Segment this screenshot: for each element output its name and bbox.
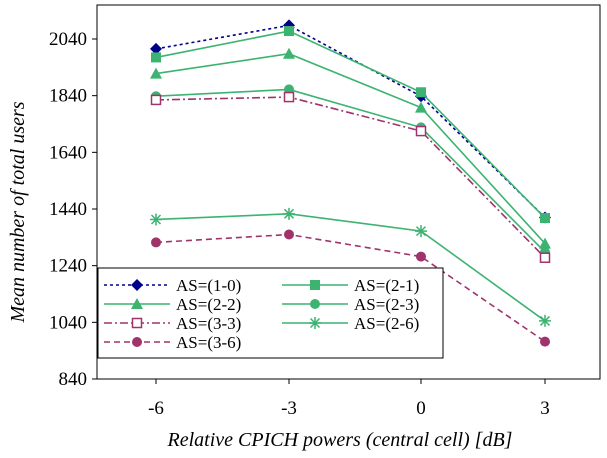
data-point <box>415 225 427 238</box>
data-point <box>151 237 161 248</box>
plot-area <box>96 4 601 380</box>
data-point <box>539 252 551 263</box>
legend-item: AS=(3-6) <box>104 333 241 352</box>
series-layer <box>150 19 551 347</box>
y-tick-label: 2040 <box>49 29 87 50</box>
x-tick-label: 0 <box>416 398 426 419</box>
legend-item: AS=(2-2) <box>104 295 241 314</box>
legend-item: AS=(3-3) <box>104 314 241 333</box>
data-point <box>283 47 295 59</box>
data-point <box>415 101 427 113</box>
legend-item: AS=(2-1) <box>282 276 419 295</box>
data-point <box>539 237 551 249</box>
data-point <box>150 94 162 106</box>
series-AS=(2-2) <box>150 47 551 249</box>
legend-marker <box>310 299 320 309</box>
legend-label: AS=(2-1) <box>354 276 419 295</box>
legend-label: AS=(3-6) <box>176 333 241 352</box>
y-axis-label: Mean number of total users <box>7 101 29 323</box>
legend-item: AS=(2-6) <box>282 314 419 333</box>
data-point <box>416 251 426 262</box>
legend-marker <box>309 317 321 329</box>
legend-item: AS=(1-0) <box>104 276 241 295</box>
series-line <box>155 233 546 343</box>
data-point <box>283 207 295 220</box>
data-point <box>539 314 551 327</box>
plot-frame <box>96 4 601 380</box>
legend-marker <box>131 298 143 309</box>
x-tick-label: -3 <box>281 398 297 419</box>
legend-marker <box>132 337 142 347</box>
legend-label: AS=(2-2) <box>176 295 241 314</box>
y-tick-label: 1240 <box>49 256 87 277</box>
data-point <box>540 336 550 347</box>
series-line <box>155 30 546 219</box>
y-tick-label: 1640 <box>49 142 87 163</box>
series-AS=(3-6) <box>151 229 550 347</box>
x-tick-label: 3 <box>540 398 550 419</box>
data-point <box>415 125 427 137</box>
data-point <box>150 213 162 226</box>
data-point <box>150 67 162 79</box>
legend-label: AS=(2-6) <box>354 314 419 333</box>
x-axis: -6 -3 0 3 <box>148 379 550 419</box>
y-tick-label: 840 <box>59 369 88 390</box>
series-AS=(2-3) <box>151 84 550 258</box>
series-AS=(2-6) <box>150 207 551 327</box>
legend-marker <box>131 317 143 329</box>
series-AS=(2-1) <box>151 26 550 224</box>
series-AS=(3-3) <box>150 91 551 263</box>
data-point <box>283 91 295 103</box>
data-point <box>151 52 161 63</box>
x-axis-label: Relative CPICH powers (central cell) [dB… <box>167 429 513 451</box>
series-line <box>155 96 546 259</box>
legend-label: AS=(1-0) <box>176 276 241 295</box>
series-line <box>155 213 546 322</box>
y-tick-label: 1440 <box>49 199 87 220</box>
legend-label: AS=(3-3) <box>176 314 241 333</box>
legend-item: AS=(2-3) <box>282 295 419 314</box>
data-point <box>284 26 294 37</box>
y-tick-label: 1840 <box>49 86 87 107</box>
series-line <box>155 24 546 219</box>
data-point <box>416 87 426 98</box>
data-point <box>284 229 294 240</box>
legend-marker <box>131 279 143 291</box>
series-AS=(1-0) <box>150 19 551 224</box>
data-point <box>150 42 162 55</box>
series-line <box>155 52 546 245</box>
legend-box <box>97 267 444 359</box>
legend-label: AS=(2-3) <box>354 295 419 314</box>
data-point <box>540 213 550 224</box>
y-axis: 840 1040 1240 1440 1640 1840 2040 <box>49 29 97 390</box>
y-tick-label: 1040 <box>49 312 87 333</box>
series-line <box>155 88 546 253</box>
x-tick-label: -6 <box>148 398 164 419</box>
legend-marker <box>310 280 320 290</box>
legend: AS=(1-0) AS=(2-1) AS=(2-2) AS=(2-3) AS=(3-3)… <box>97 267 444 359</box>
